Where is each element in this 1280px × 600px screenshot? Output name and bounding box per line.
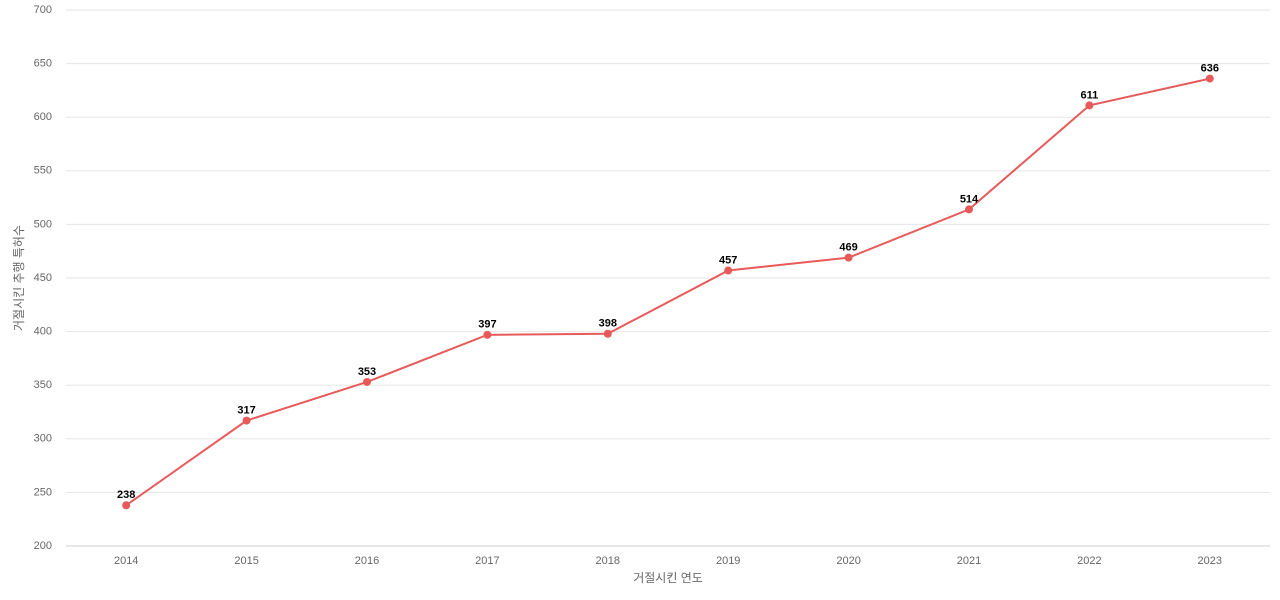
y-tick-label: 650 [34,58,52,70]
point [1205,74,1214,83]
point [603,329,612,338]
y-tick-label: 300 [34,433,52,445]
data-label: 514 [960,193,979,205]
x-tick-label: 2022 [1077,555,1101,567]
y-tick-label: 600 [34,111,52,123]
data-label: 636 [1201,63,1219,75]
data-label: 469 [839,242,857,254]
point [844,253,853,262]
y-tick-label: 450 [34,272,52,284]
x-tick-label: 2020 [836,555,860,567]
point [242,416,251,425]
data-label: 397 [478,319,496,331]
x-tick-label: 2015 [234,555,258,567]
point [363,377,371,386]
x-tick-label: 2016 [355,555,379,567]
data-label: 611 [1081,89,1099,101]
point [965,205,973,214]
data-label: 353 [358,366,376,378]
data-label: 238 [117,489,135,501]
y-tick-label: 700 [34,4,52,16]
x-tick-label: 2021 [957,555,981,567]
series-line [125,77,1211,507]
point [122,501,131,510]
point [724,266,733,275]
x-tick-label: 2014 [114,555,138,567]
x-tick-label: 2017 [475,555,499,567]
y-tick-label: 250 [34,486,52,498]
data-label: 317 [237,404,255,416]
y-tick-label: 400 [34,326,52,338]
x-tick-label: 2023 [1198,555,1222,567]
x-tick-label: 2019 [716,555,740,567]
x-tick-label: 2018 [596,555,620,567]
y-tick-label: 350 [34,379,52,391]
y-tick-label: 500 [34,218,52,230]
point [1085,101,1094,110]
y-tick-label: 550 [34,165,52,177]
x-axis-title: 거절시킨 연도 [633,571,703,585]
point [483,330,492,339]
data-label: 457 [719,254,737,266]
data-label: 398 [599,318,617,330]
y-tick-label: 200 [34,540,52,552]
y-axis-title: 거절시킨 추행 특허수 [11,225,26,331]
